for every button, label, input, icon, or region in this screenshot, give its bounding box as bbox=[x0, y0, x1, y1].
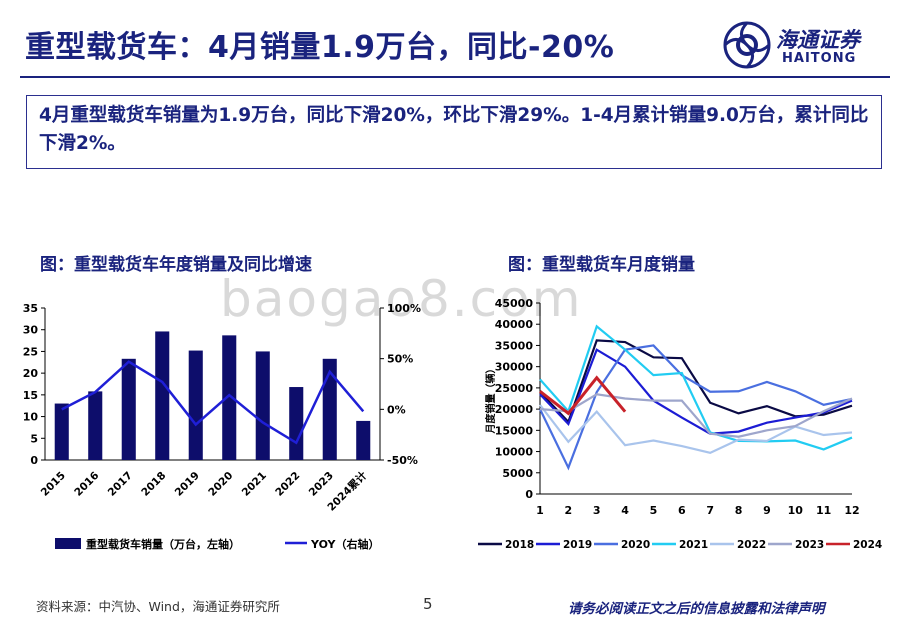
x-tick-label: 2023 bbox=[307, 470, 336, 499]
right-axis-tick-label: -50% bbox=[387, 454, 418, 467]
legend-label-2022: 2022 bbox=[737, 539, 766, 551]
y-axis-label: 月度销量（辆） bbox=[484, 364, 497, 435]
left-axis-tick-label: 15 bbox=[23, 389, 38, 402]
y-axis-tick-label: 5000 bbox=[502, 467, 533, 480]
bar-2016 bbox=[88, 391, 103, 460]
x-tick-label: 2019 bbox=[173, 470, 202, 499]
title-divider bbox=[20, 76, 890, 78]
right-axis-tick-label: 100% bbox=[387, 302, 421, 315]
left-axis-tick-label: 0 bbox=[30, 454, 38, 467]
right-axis-tick-label: 0% bbox=[387, 403, 406, 416]
bar-2017 bbox=[121, 358, 136, 460]
bar-2020 bbox=[222, 335, 237, 460]
x-tick-label: 2020 bbox=[206, 470, 235, 499]
y-axis-tick-label: 40000 bbox=[495, 318, 534, 331]
x-tick-label: 4 bbox=[621, 504, 629, 517]
bar-2021 bbox=[255, 351, 270, 460]
legend-label-2019: 2019 bbox=[563, 539, 592, 551]
summary-box: 4月重型载货车销量为1.9万台，同比下滑20%，环比下滑29%。1-4月累计销量… bbox=[26, 95, 882, 169]
x-tick-label: 2022 bbox=[273, 470, 302, 499]
logo-text-cn: 海通证券 bbox=[776, 27, 860, 52]
x-tick-label: 11 bbox=[816, 504, 831, 517]
legend-label-sales: 重型载货车销量（万台，左轴） bbox=[86, 537, 240, 551]
series-line-2018 bbox=[539, 339, 853, 424]
x-tick-label: 10 bbox=[788, 504, 804, 517]
chart2-title: 图：重型载货车月度销量 bbox=[508, 255, 695, 275]
legend-swatch-sales bbox=[55, 538, 81, 549]
bar-2023 bbox=[322, 358, 337, 460]
page-number: 5 bbox=[423, 595, 433, 613]
monthly-sales-chart: 0 5000 10000 15000 20000 25000 30000 35000 40000… bbox=[478, 297, 882, 551]
series-line-2019 bbox=[539, 348, 853, 435]
legend-label-2023: 2023 bbox=[795, 539, 824, 551]
y-axis-tick-label: 20000 bbox=[495, 403, 534, 416]
x-tick-label: 2017 bbox=[106, 470, 135, 499]
legend-label-2020: 2020 bbox=[621, 539, 650, 551]
chart1-title: 图：重型载货车年度销量及同比增速 bbox=[40, 255, 312, 275]
x-tick-label: 8 bbox=[735, 504, 743, 517]
x-tick-label: 3 bbox=[593, 504, 601, 517]
logo-text-en: HAITONG bbox=[782, 51, 857, 66]
left-axis-tick-label: 25 bbox=[23, 345, 38, 358]
y-axis-tick-label: 15000 bbox=[495, 424, 534, 437]
y-axis-tick-label: 45000 bbox=[495, 297, 534, 310]
x-tick-label: 2015 bbox=[39, 470, 68, 499]
y-axis-tick-label: 35000 bbox=[495, 339, 534, 352]
legend-label-2018: 2018 bbox=[505, 539, 534, 551]
legend-label-2024: 2024 bbox=[853, 539, 882, 551]
legend-label-yoy: YOY（右轴） bbox=[310, 537, 380, 551]
x-tick-label: 12 bbox=[844, 504, 859, 517]
source-note: 资料来源：中汽协、Wind，海通证券研究所 bbox=[36, 599, 280, 614]
left-axis-tick-label: 35 bbox=[23, 302, 38, 315]
x-tick-label: 2021 bbox=[240, 470, 269, 499]
x-tick-label: 6 bbox=[678, 504, 686, 517]
haitong-logo: 海通证券 HAITONG bbox=[722, 20, 892, 72]
yoy-line bbox=[61, 360, 365, 445]
legend-label-2021: 2021 bbox=[679, 539, 708, 551]
x-tick-label: 2 bbox=[565, 504, 573, 517]
y-axis-tick-label: 30000 bbox=[495, 361, 534, 374]
series-line-2022 bbox=[539, 404, 853, 454]
page-title: 重型载货车：4月销量1.9万台，同比-20% bbox=[25, 30, 615, 65]
right-axis-tick-label: 50% bbox=[387, 353, 413, 366]
watermark: baogao8.com bbox=[220, 270, 583, 328]
disclaimer: 请务必阅读正文之后的信息披露和法律声明 bbox=[568, 601, 825, 617]
series-line-2020 bbox=[539, 344, 853, 471]
bar-2015 bbox=[54, 403, 69, 460]
bar-2019 bbox=[188, 350, 203, 460]
bar-2024累计 bbox=[356, 420, 371, 460]
x-tick-label: 2016 bbox=[72, 470, 101, 499]
y-axis-tick-label: 10000 bbox=[495, 446, 534, 459]
x-tick-label: 5 bbox=[650, 504, 658, 517]
left-axis-tick-label: 10 bbox=[23, 411, 39, 424]
bar-2018 bbox=[155, 331, 170, 460]
series-line-2024 bbox=[539, 375, 627, 416]
series-line-2021 bbox=[539, 324, 853, 451]
x-tick-label: 2018 bbox=[139, 470, 168, 499]
left-axis-tick-label: 5 bbox=[30, 432, 38, 445]
x-tick-label: 7 bbox=[706, 504, 714, 517]
y-axis-tick-label: 25000 bbox=[495, 382, 534, 395]
series-line-2023 bbox=[539, 393, 853, 438]
left-axis-tick-label: 20 bbox=[23, 367, 39, 380]
haitong-emblem-icon bbox=[723, 21, 771, 69]
left-axis-tick-label: 30 bbox=[23, 324, 39, 337]
x-tick-label: 9 bbox=[763, 504, 771, 517]
x-tick-label: 1 bbox=[536, 504, 544, 517]
y-axis-tick-label: 0 bbox=[525, 488, 533, 501]
bar-2022 bbox=[289, 387, 304, 460]
